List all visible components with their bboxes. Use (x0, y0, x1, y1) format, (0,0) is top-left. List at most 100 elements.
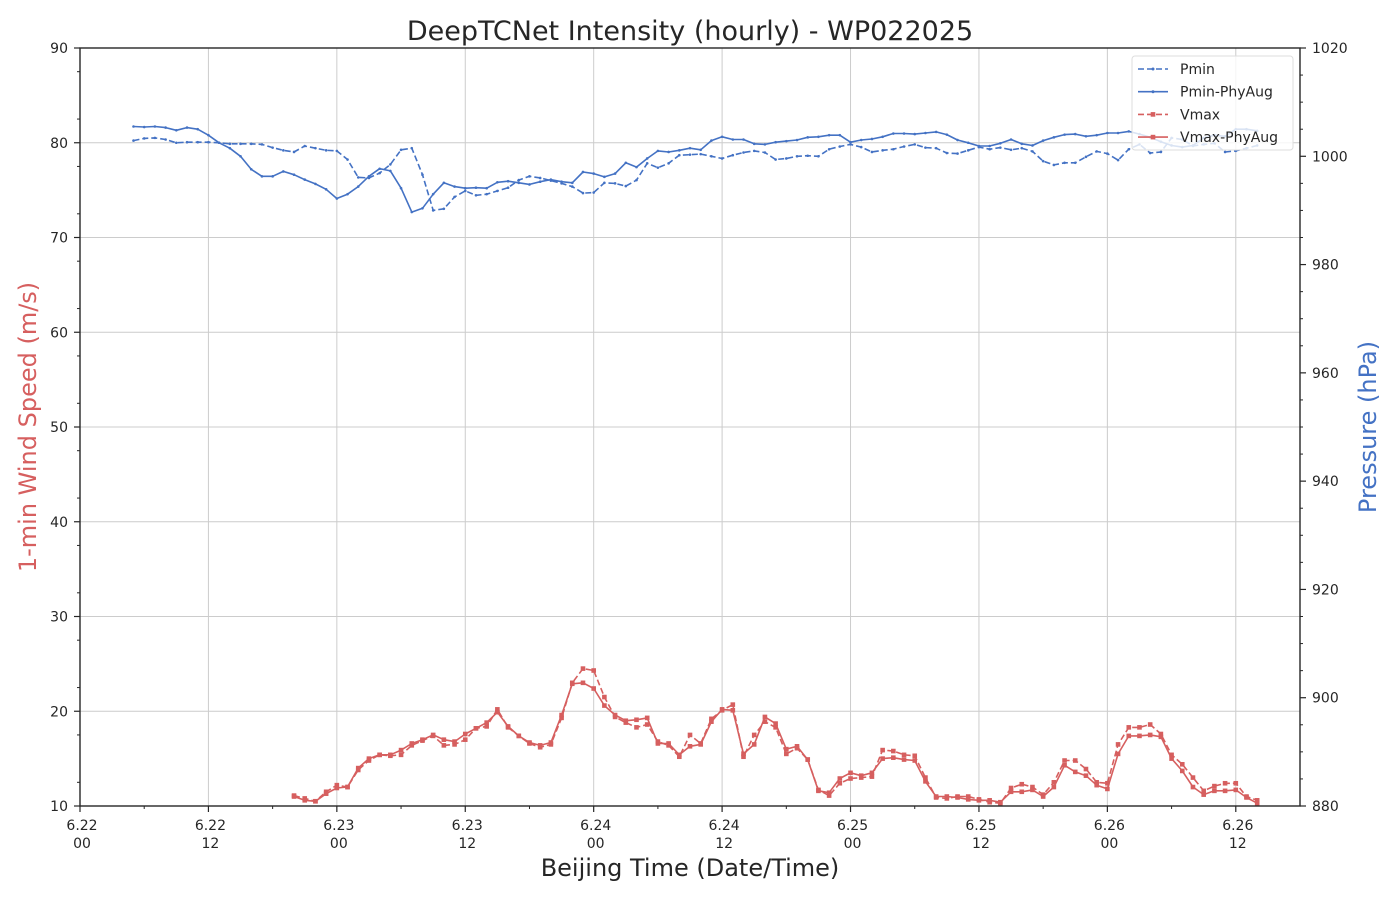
series-line (133, 137, 1258, 212)
data-point (517, 181, 521, 185)
legend-entry-label: Vmax-PhyAug (1180, 130, 1278, 146)
data-point (1073, 132, 1077, 136)
y-right-tick-label: 880 (1312, 799, 1339, 815)
data-point (175, 128, 178, 132)
data-point (398, 752, 404, 758)
data-point (388, 752, 393, 758)
data-point (1126, 725, 1132, 730)
data-point (462, 737, 468, 742)
data-point (1041, 159, 1045, 163)
data-point (164, 126, 167, 129)
data-point (955, 795, 960, 800)
data-point (859, 138, 863, 142)
data-point (527, 740, 532, 745)
x-tick-label-date: 6.26 (1094, 818, 1125, 834)
data-point (1137, 725, 1142, 730)
data-point (923, 779, 928, 784)
data-point (185, 140, 189, 144)
data-point (741, 754, 746, 760)
data-point (548, 740, 554, 745)
x-tick-label-hour: 00 (587, 836, 605, 852)
data-point (912, 753, 918, 759)
data-point (453, 195, 456, 199)
x-tick-label-date: 6.22 (195, 818, 226, 834)
data-point (271, 146, 274, 149)
data-point (902, 132, 906, 135)
y-left-tick-label: 50 (50, 420, 68, 436)
data-point (260, 175, 264, 178)
legend-entry-label: Pmin (1180, 62, 1215, 78)
data-point (485, 192, 488, 196)
data-point (496, 180, 499, 184)
data-point (752, 149, 756, 153)
data-point (966, 141, 970, 145)
y-right-tick-label: 920 (1312, 582, 1339, 598)
data-point (687, 744, 693, 749)
data-point (902, 145, 906, 148)
data-point (752, 142, 756, 146)
data-point (710, 154, 713, 158)
data-point (826, 790, 832, 796)
data-point (1083, 773, 1089, 778)
data-point (1233, 787, 1239, 793)
data-point (217, 141, 221, 145)
data-point (1223, 150, 1227, 154)
data-point (430, 732, 436, 738)
data-point (431, 192, 435, 196)
data-point (239, 154, 242, 158)
data-point (880, 747, 885, 753)
data-point (934, 146, 938, 150)
series-layer (132, 125, 1260, 806)
data-point (848, 776, 853, 781)
data-point (377, 752, 382, 758)
data-point (731, 138, 735, 141)
data-point (1106, 152, 1109, 155)
data-point (1094, 782, 1099, 788)
data-point (196, 140, 200, 144)
data-point (1063, 161, 1066, 165)
data-point (956, 152, 959, 155)
x-tick-label-hour: 12 (458, 836, 476, 852)
data-point (945, 133, 949, 136)
data-point (484, 724, 489, 729)
data-point (998, 799, 1003, 805)
data-point (827, 133, 831, 137)
data-point (474, 186, 478, 189)
legend-entry-label: Pmin-PhyAug (1180, 85, 1273, 101)
data-point (837, 780, 843, 786)
data-point (730, 702, 736, 707)
y-left-tick-label: 20 (50, 704, 68, 720)
series-vmax-phyaug (291, 680, 1260, 806)
data-point (591, 668, 596, 673)
data-point (1222, 780, 1228, 786)
data-point (635, 178, 638, 182)
data-point (452, 742, 457, 747)
data-point (1008, 789, 1014, 795)
data-point (741, 751, 746, 757)
data-point (676, 752, 682, 758)
data-point (1201, 792, 1206, 797)
data-point (891, 748, 896, 754)
data-point (602, 703, 607, 708)
data-point (1115, 751, 1121, 757)
data-point (1169, 756, 1174, 761)
data-point (1009, 138, 1013, 141)
x-axis-label: Beijing Time (Date/Time) (541, 854, 840, 882)
x-tick-label-date: 6.24 (709, 818, 740, 834)
data-point (452, 739, 457, 744)
data-point (892, 132, 895, 135)
data-point (346, 158, 349, 161)
data-point (956, 138, 959, 142)
data-point (612, 712, 618, 718)
data-point (345, 784, 350, 790)
data-point (207, 140, 210, 144)
data-point (506, 179, 510, 183)
legend-swatch-marker (1150, 112, 1156, 117)
data-point (421, 173, 424, 176)
data-point (763, 151, 767, 154)
data-point (988, 144, 991, 148)
data-point (913, 143, 917, 146)
data-point (1072, 769, 1078, 775)
data-point (292, 173, 296, 176)
data-point (1052, 163, 1056, 167)
